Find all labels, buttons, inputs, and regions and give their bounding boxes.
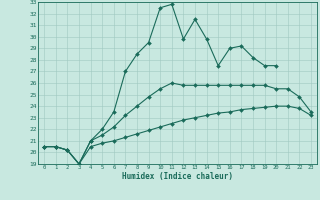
X-axis label: Humidex (Indice chaleur): Humidex (Indice chaleur) [122,172,233,181]
